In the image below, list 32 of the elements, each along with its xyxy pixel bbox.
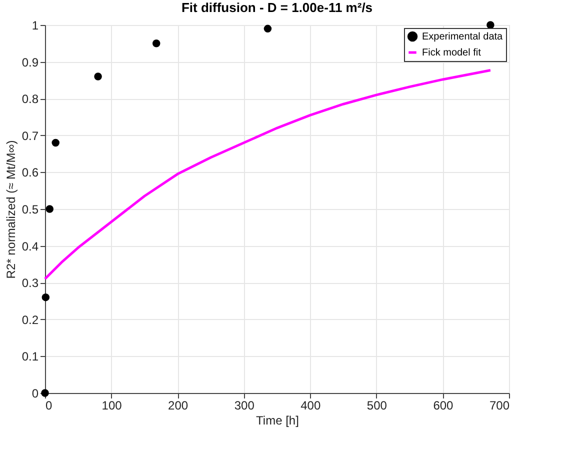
y-tick-label: 0.4: [22, 239, 39, 254]
legend-label: Experimental data: [422, 32, 504, 42]
y-tick-label: 0.1: [22, 350, 39, 364]
y-tick-label: 0.7: [22, 128, 39, 143]
point: [42, 293, 50, 302]
y-tick-label: 0.8: [22, 92, 39, 106]
point: [46, 205, 54, 213]
y-tick-label: 1: [32, 18, 39, 32]
point: [264, 24, 272, 33]
point: [94, 72, 102, 80]
x-tick-label: 300: [234, 398, 255, 412]
x-tick-label: 500: [366, 398, 388, 412]
x-tick-label: 0: [46, 398, 52, 412]
y-axis-title: R2* normalized (≈ Mt/M∞): [4, 140, 18, 279]
chart-title: Fit diffusion - D = 1.00e-11 m²/s: [181, 0, 373, 15]
y-tick-label: 0: [32, 386, 39, 400]
y-tick-label: 0.5: [22, 202, 39, 216]
legend-label: Fick model fit: [422, 48, 482, 58]
y-tick-label: 0.3: [22, 276, 39, 290]
y-tick-label: 0.2: [22, 312, 39, 327]
point: [152, 40, 160, 48]
x-axis-title: Time [h]: [256, 414, 299, 428]
x-tick-label: 400: [300, 398, 321, 412]
x-tick-label: 600: [433, 398, 454, 412]
x-tick-label: 200: [168, 398, 188, 412]
point: [486, 21, 494, 29]
y-tick-label: 0.9: [22, 55, 39, 70]
x-tick-label: 100: [102, 398, 122, 412]
x-tick-label: 700: [489, 398, 510, 412]
line-series: [44, 69, 492, 280]
y-tick-label: 0.6: [22, 166, 39, 180]
point: [52, 138, 60, 147]
